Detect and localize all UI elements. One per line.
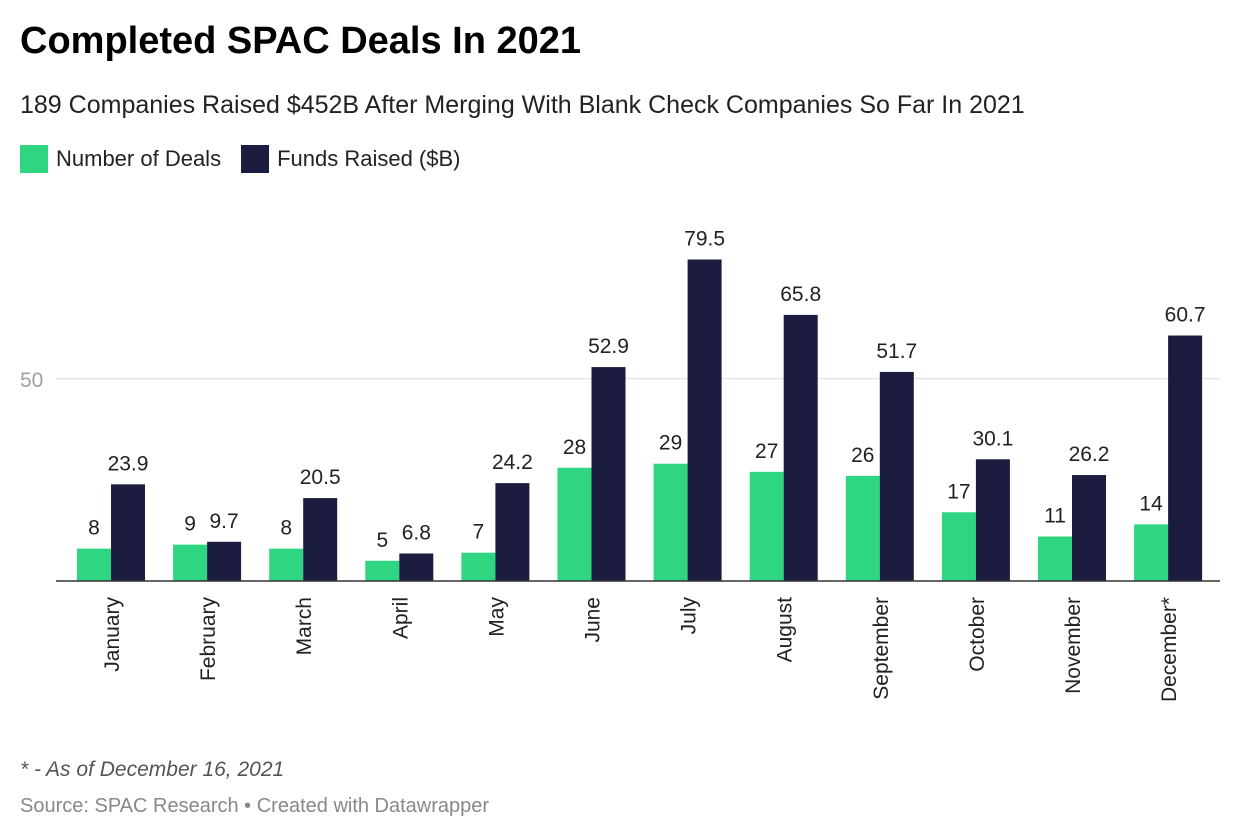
data-label-deals: 8: [88, 517, 100, 540]
bar-deals: [557, 467, 592, 581]
bar-funds: [399, 553, 434, 581]
bar-deals: [749, 471, 784, 581]
x-tick-label: March: [293, 597, 316, 655]
data-label-funds: 26.2: [1069, 443, 1110, 466]
data-label-funds: 30.1: [972, 427, 1013, 450]
bar-funds: [591, 367, 626, 581]
bar-funds: [303, 498, 338, 581]
bar-funds: [1168, 335, 1203, 581]
x-tick-label: May: [485, 597, 508, 637]
legend-label-funds: Funds Raised ($B): [277, 146, 461, 171]
data-label-funds: 24.2: [492, 451, 533, 474]
bar-funds: [879, 371, 914, 581]
data-label-deals: 17: [947, 480, 970, 503]
x-tick-label: November: [1062, 597, 1085, 694]
chart-title: Completed SPAC Deals In 2021: [20, 20, 582, 62]
legend: Number of Deals Funds Raised ($B): [20, 145, 481, 173]
x-tick-label: August: [774, 597, 797, 663]
data-label-deals: 14: [1139, 492, 1163, 515]
bar-deals: [77, 548, 111, 581]
bar-funds: [1072, 475, 1106, 581]
data-label-funds: 60.7: [1165, 304, 1206, 327]
legend-item-deals: Number of Deals: [20, 145, 221, 173]
x-tick-label: September: [870, 597, 893, 700]
data-label-deals: 11: [1044, 505, 1066, 528]
data-label-funds: 6.8: [402, 522, 431, 545]
bar-funds: [975, 459, 1010, 581]
x-tick-label: December*: [1158, 597, 1181, 702]
x-tick-label: February: [197, 597, 220, 682]
data-label-funds: 79.5: [684, 228, 725, 251]
source-credit: Source: SPAC Research • Created with Dat…: [20, 795, 490, 817]
data-label-deals: 5: [376, 529, 388, 552]
data-label-deals: 27: [755, 440, 778, 463]
bar-deals: [365, 560, 400, 581]
bar-deals: [845, 475, 880, 581]
data-label-deals: 7: [473, 521, 485, 544]
bar-funds: [207, 541, 242, 581]
bar-deals: [269, 548, 304, 581]
bar-funds: [495, 483, 530, 581]
legend-swatch-funds: [241, 145, 270, 173]
y-tick-label: 50: [20, 369, 43, 392]
bar-deals: [1134, 524, 1169, 581]
bar-funds: [687, 259, 722, 581]
data-label-funds: 9.7: [209, 510, 238, 533]
bar-deals: [461, 552, 496, 581]
bar-deals: [173, 544, 208, 581]
bar-funds: [783, 314, 818, 581]
legend-label-deals: Number of Deals: [56, 146, 222, 171]
bar-deals: [653, 463, 688, 581]
x-tick-label: June: [582, 597, 605, 643]
data-label-funds: 23.9: [108, 452, 149, 475]
data-label-deals: 9: [184, 513, 196, 536]
data-label-funds: 65.8: [780, 283, 821, 306]
x-tick-label: January: [101, 597, 124, 672]
x-tick-label: April: [389, 597, 412, 639]
data-label-deals: 26: [851, 444, 874, 467]
data-label-deals: 29: [659, 432, 682, 455]
footnote: * - As of December 16, 2021: [20, 758, 285, 781]
data-label-deals: 8: [280, 517, 292, 540]
data-label-funds: 52.9: [588, 335, 629, 358]
legend-swatch-deals: [20, 145, 48, 173]
legend-item-funds: Funds Raised ($B): [241, 145, 461, 173]
x-tick-label: July: [678, 597, 701, 635]
bar-funds: [111, 484, 145, 581]
data-label-deals: 28: [563, 436, 586, 459]
data-label-funds: 51.7: [876, 340, 917, 363]
bar-deals: [941, 512, 976, 581]
bar-deals: [1038, 536, 1072, 581]
data-label-funds: 20.5: [300, 466, 341, 489]
x-tick-label: October: [966, 597, 989, 672]
chart-subtitle: 189 Companies Raised $452B After Merging…: [20, 91, 1025, 119]
